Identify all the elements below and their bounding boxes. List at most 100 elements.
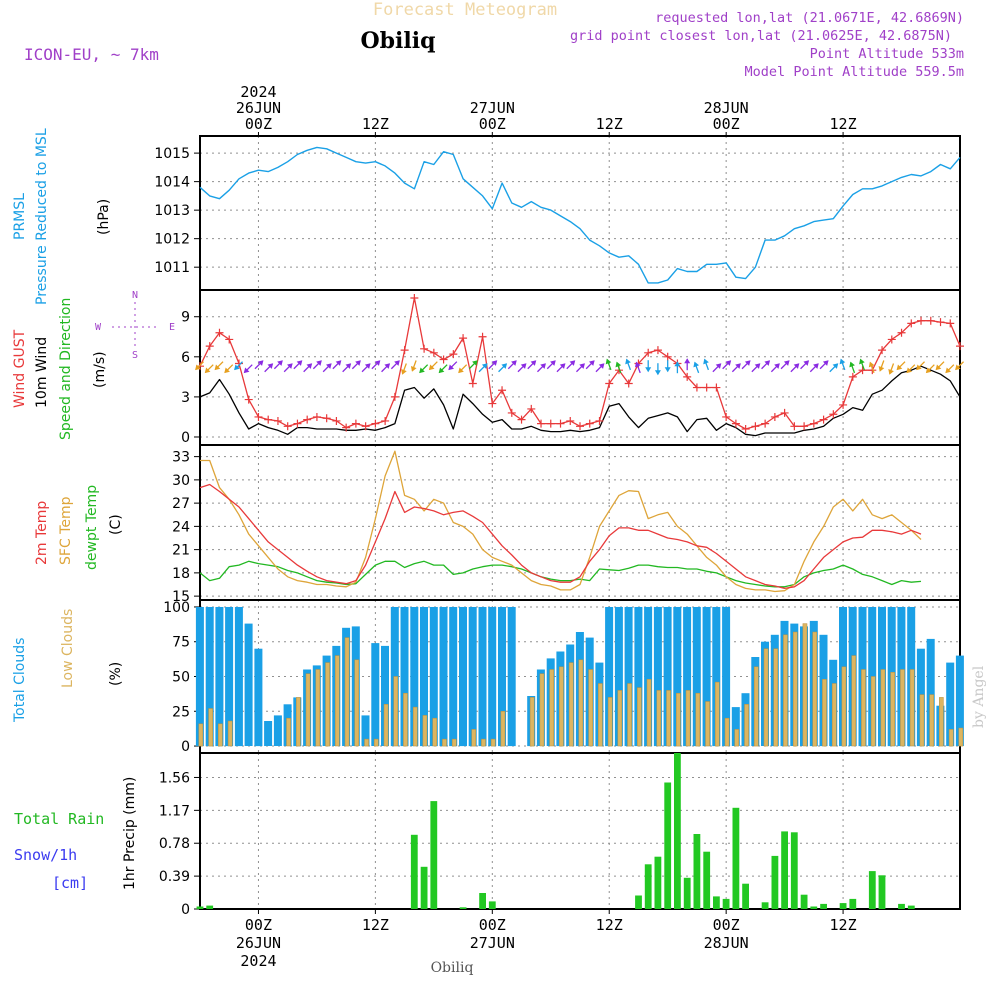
low-cloud-bar [646, 679, 652, 747]
total-cloud-bar [361, 715, 370, 746]
wind-arrow [214, 361, 224, 371]
gust-point [829, 410, 838, 419]
wind-arrow [935, 361, 945, 371]
wind-arrow [381, 363, 391, 373]
time-tick-label-top: 27JUN [470, 99, 515, 117]
wind-gust-line [199, 297, 961, 430]
low-cloud-bar [325, 662, 330, 747]
rain-bar [907, 905, 915, 909]
low-cloud-bar [529, 697, 535, 747]
gust-point [254, 412, 263, 421]
low-cloud-bar [559, 666, 564, 747]
rain-bar [654, 856, 662, 909]
wind-arrow-head [839, 358, 846, 365]
total-cloud-bar [488, 607, 497, 747]
total-cloud-bar [468, 607, 477, 747]
wind-arrow [664, 360, 671, 373]
direction-legend-e: E [169, 322, 175, 333]
gust-point [848, 372, 857, 381]
time-tick-label-bottom: 27JUN [470, 934, 515, 952]
pressure-label-2: Pressure Reduced to MSL [34, 128, 50, 305]
wind-arrow [566, 360, 576, 370]
low-cloud-bar [870, 676, 876, 747]
low-cloud-bar [208, 708, 213, 747]
time-tick-label-top: 26JUN [236, 99, 281, 117]
low-cloud-bar [227, 720, 233, 747]
wind-arrow [264, 363, 274, 373]
wind-arrow-head [888, 369, 894, 375]
low-cloud-bar [880, 669, 886, 747]
wind-arrow [731, 363, 741, 373]
total-cloud-bar [614, 607, 623, 747]
temp-ytick-label: 27 [172, 496, 190, 512]
gust-point [361, 422, 370, 431]
wind-panel: 0 3 6 9 [181, 289, 961, 446]
gust-point [663, 352, 672, 361]
total-cloud-bar [946, 662, 955, 747]
gust-point [351, 419, 360, 428]
gust-point [429, 348, 438, 357]
wind-arrow [401, 363, 407, 375]
rain-bar [771, 855, 779, 909]
wind-arrow [955, 361, 964, 371]
low-cloud-bar [296, 697, 301, 747]
low-cloud-bar [588, 669, 593, 747]
total-cloud-bar [683, 607, 692, 747]
gust-point [585, 419, 594, 428]
total-cloud-bar [498, 607, 506, 747]
wind-arrow [204, 364, 214, 374]
wind-arrow [896, 361, 906, 371]
wind-10m-label: 10m Wind [34, 337, 50, 408]
wind-arrow-head [394, 360, 400, 366]
wind-arrow [809, 363, 819, 373]
time-tick-label-top: 00Z [713, 115, 740, 133]
gust-point [215, 328, 224, 337]
wind-arrow-head [878, 366, 885, 372]
low-cloud-bar [471, 729, 477, 747]
time-tick-label-bottom: 26JUN [236, 934, 281, 952]
gust-point [264, 415, 273, 424]
wind-arrow-head [325, 363, 332, 369]
gust-point [322, 414, 331, 423]
low-cloud-bar [753, 666, 759, 747]
wind-arrow-head [491, 360, 498, 366]
time-tick-label-bottom: 00Z [479, 916, 506, 934]
wind-arrow-head [204, 367, 211, 374]
wind-arrow-head [703, 358, 709, 365]
gust-point [312, 412, 321, 421]
pressure-ytick-label: 1012 [154, 232, 190, 248]
low-cloud-bar [861, 669, 866, 747]
total-cloud-bar [644, 607, 653, 747]
wind-arrow-head [744, 360, 751, 366]
total-cloud-bar [478, 607, 487, 747]
total-cloud-bar [926, 638, 935, 746]
wind-arrow [888, 363, 895, 375]
wind-arrow-head [793, 363, 800, 369]
low-cloud-bar [422, 715, 428, 747]
wind-arrow [800, 360, 810, 370]
low-cloud-bar [344, 637, 350, 747]
wind-arrow [780, 360, 790, 370]
wind-arrow-head [401, 369, 407, 375]
low-cloud-bar [490, 738, 496, 747]
wind-arrow [438, 364, 448, 374]
wind-arrow [839, 358, 846, 371]
wind-arrow-head [224, 367, 230, 374]
wind-arrow [770, 363, 780, 373]
wind-arrow-head [438, 367, 445, 374]
wind-ytick-label: 6 [181, 350, 190, 366]
dewpt-temp-line [199, 560, 922, 588]
wind-arrow-head [364, 363, 371, 369]
wind-arrow-head [916, 364, 922, 371]
wind-arrow-head [458, 367, 464, 374]
gust-point [907, 319, 916, 328]
wind-arrow-head [832, 363, 839, 369]
gust-point [537, 419, 546, 428]
wind-arrow-head [472, 360, 478, 366]
gust-point [371, 419, 380, 428]
wind-ytick-label: 0 [181, 430, 190, 446]
gust-point [897, 328, 906, 337]
total-cloud-bar [234, 607, 243, 747]
low-cloud-bar [831, 683, 837, 747]
wind-arrow [634, 361, 641, 374]
